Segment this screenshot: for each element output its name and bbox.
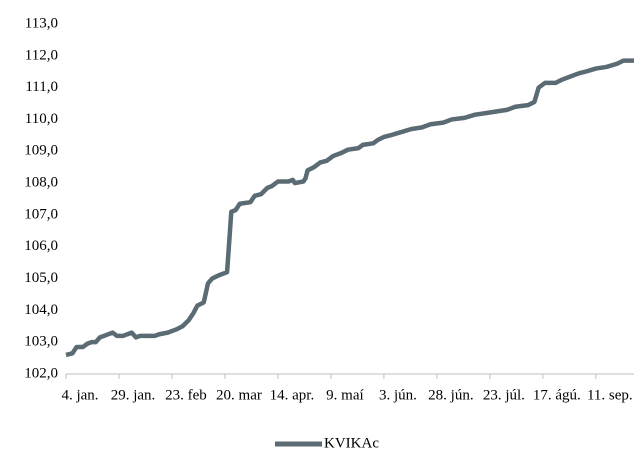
x-tick-label: 29. jan. — [111, 387, 156, 403]
legend-label: KVIKAc — [324, 435, 379, 451]
x-tick-label: 23. feb — [165, 387, 207, 403]
x-tick-label: 17. ágú. — [533, 387, 581, 403]
x-tick-label: 23. júl. — [483, 387, 525, 403]
x-tick-label: 3. jún. — [379, 387, 417, 403]
y-tick-label: 105,0 — [24, 270, 58, 286]
x-tick-label: 4. jan. — [61, 387, 98, 403]
x-tick-label: 11. sep. — [587, 387, 633, 403]
y-tick-label: 104,0 — [24, 302, 58, 318]
y-tick-label: 112,0 — [25, 47, 58, 63]
y-tick-label: 102,0 — [24, 365, 58, 381]
y-tick-label: 110,0 — [25, 111, 58, 127]
y-tick-label: 103,0 — [24, 334, 58, 350]
line-series — [65, 58, 634, 358]
y-tick-label: 113,0 — [25, 15, 58, 31]
y-tick-label: 109,0 — [24, 143, 58, 159]
x-tick-label: 28. jún. — [428, 387, 473, 403]
y-tick-label: 108,0 — [24, 175, 58, 191]
y-tick-label: 106,0 — [24, 238, 58, 254]
x-tick-label: 9. maí — [326, 387, 364, 403]
x-tick-label: 20. mar — [216, 387, 262, 403]
x-tick-label: 14. apr. — [270, 387, 315, 403]
y-tick-label: 107,0 — [24, 206, 58, 222]
y-tick-label: 111,0 — [25, 79, 58, 95]
